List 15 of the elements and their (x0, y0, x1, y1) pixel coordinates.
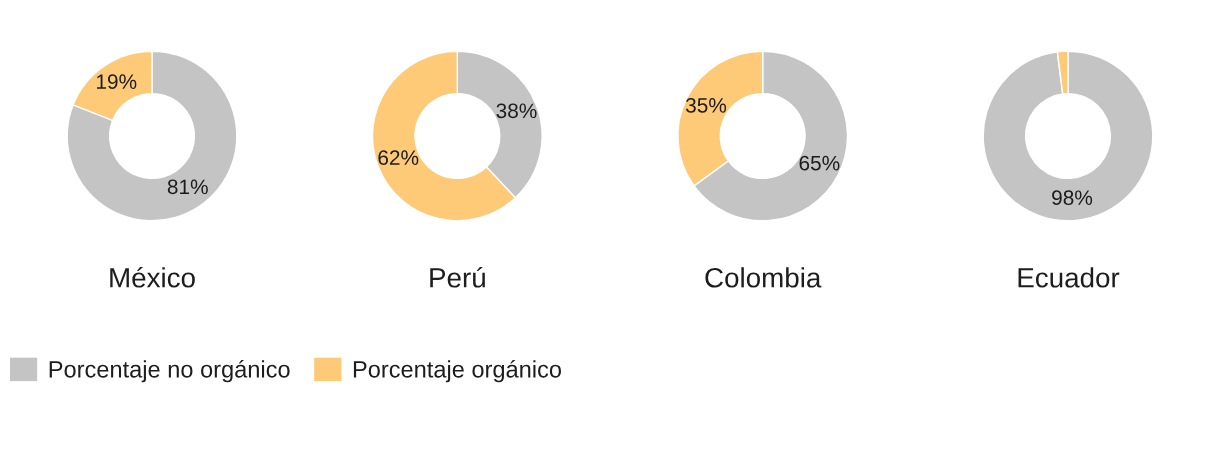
data-label: 19% (96, 74, 137, 89)
text: Perú (430, 266, 485, 288)
data-label: 62% (378, 150, 419, 166)
data-label: 65% (799, 155, 840, 171)
data-label: 35% (685, 97, 727, 113)
donut-slice (66, 50, 238, 222)
data-label: 38% (496, 103, 537, 119)
text: Colombia (705, 267, 822, 288)
legend-label: Porcentaje no orgánico (49, 360, 290, 383)
text: Ecuador (1018, 267, 1120, 288)
donut-slice (982, 50, 1154, 222)
data-label: 98% (1052, 190, 1093, 206)
text: México (110, 266, 195, 288)
data-label: 81% (167, 179, 208, 195)
legend-label: Porcentaje orgánico (353, 360, 561, 383)
